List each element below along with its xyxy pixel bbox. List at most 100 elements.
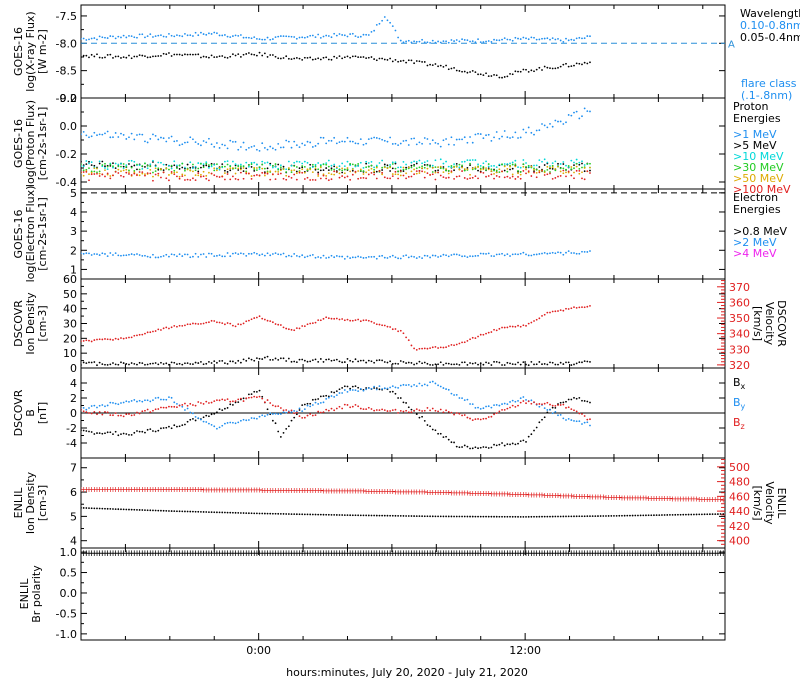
data-point bbox=[365, 514, 368, 517]
data-point bbox=[269, 358, 272, 361]
data-point bbox=[397, 36, 400, 39]
data-point bbox=[229, 255, 232, 258]
data-point: + bbox=[118, 485, 125, 494]
data-point bbox=[469, 71, 471, 73]
data-point bbox=[626, 514, 629, 517]
data-point bbox=[509, 162, 511, 165]
data-point bbox=[101, 413, 104, 416]
data-point bbox=[530, 131, 533, 134]
data-point bbox=[330, 395, 333, 397]
data-point bbox=[338, 141, 341, 144]
data-point: + bbox=[306, 549, 314, 559]
data-point: + bbox=[571, 492, 578, 501]
data-point bbox=[239, 252, 242, 255]
data-point bbox=[168, 425, 170, 428]
data-point: + bbox=[330, 549, 338, 559]
data-point bbox=[511, 363, 514, 365]
data-point bbox=[589, 172, 591, 174]
data-point: + bbox=[278, 486, 285, 495]
data-point bbox=[269, 54, 272, 56]
data-point bbox=[309, 141, 312, 144]
y-tick-label: -7.5 bbox=[56, 10, 77, 23]
data-point bbox=[133, 164, 136, 167]
data-point bbox=[162, 398, 165, 401]
data-point bbox=[82, 174, 85, 177]
data-point bbox=[197, 510, 200, 513]
data-point bbox=[349, 140, 352, 143]
data-point bbox=[141, 171, 144, 174]
data-point bbox=[383, 176, 386, 179]
data-point bbox=[298, 407, 301, 410]
data-point bbox=[192, 404, 194, 406]
data-point bbox=[450, 515, 453, 518]
data-point bbox=[120, 414, 122, 417]
data-point bbox=[511, 175, 514, 178]
data-point bbox=[109, 252, 112, 254]
data-point bbox=[253, 317, 256, 319]
data-point bbox=[341, 514, 344, 516]
data-point bbox=[445, 388, 447, 390]
data-point bbox=[322, 401, 325, 404]
data-point bbox=[274, 412, 277, 415]
data-point bbox=[277, 323, 280, 326]
data-point bbox=[253, 512, 256, 515]
y2-label-line: [km/s] bbox=[751, 485, 764, 520]
data-point bbox=[450, 254, 453, 256]
data-point bbox=[354, 170, 357, 173]
data-point: + bbox=[440, 549, 448, 559]
data-point: + bbox=[83, 485, 90, 494]
data-point bbox=[319, 401, 322, 404]
data-point bbox=[399, 514, 402, 517]
data-point bbox=[581, 306, 583, 309]
data-point bbox=[112, 254, 114, 256]
data-point: + bbox=[224, 485, 231, 494]
data-point bbox=[391, 409, 394, 411]
y2-tick-label: 330 bbox=[729, 343, 750, 356]
data-point bbox=[194, 404, 197, 407]
data-point bbox=[322, 395, 325, 398]
data-point bbox=[125, 171, 128, 174]
y-tick-label: -0.4 bbox=[56, 176, 77, 189]
data-point bbox=[487, 252, 490, 255]
data-point bbox=[90, 361, 93, 364]
data-point bbox=[245, 53, 248, 55]
data-point: + bbox=[637, 549, 645, 559]
data-point: + bbox=[711, 549, 719, 559]
data-point bbox=[279, 166, 282, 169]
data-point bbox=[530, 165, 533, 168]
data-point bbox=[437, 410, 439, 413]
data-point bbox=[325, 56, 328, 59]
legend-title: Wavelength bbox=[740, 7, 800, 20]
data-point: + bbox=[714, 549, 722, 559]
data-point bbox=[434, 178, 437, 181]
data-point bbox=[615, 514, 618, 517]
data-point bbox=[213, 255, 216, 258]
data-point bbox=[543, 171, 546, 174]
data-point bbox=[303, 144, 306, 147]
data-point bbox=[671, 513, 674, 516]
data-point bbox=[490, 165, 493, 167]
data-point bbox=[112, 414, 114, 417]
series--30-mev bbox=[81, 162, 591, 174]
data-point bbox=[461, 255, 463, 258]
data-point bbox=[301, 416, 304, 419]
data-point bbox=[149, 509, 152, 512]
data-point bbox=[125, 36, 128, 39]
data-point bbox=[250, 175, 253, 177]
data-point bbox=[208, 402, 210, 404]
data-point bbox=[517, 442, 519, 445]
data-point bbox=[397, 397, 400, 399]
data-point bbox=[559, 401, 562, 404]
data-point bbox=[434, 159, 437, 162]
data-point bbox=[402, 41, 405, 44]
data-point bbox=[477, 254, 479, 257]
data-point bbox=[173, 35, 176, 38]
data-point bbox=[458, 138, 461, 141]
data-point bbox=[455, 343, 458, 346]
data-point: + bbox=[322, 549, 330, 559]
data-point bbox=[493, 169, 495, 172]
data-point bbox=[133, 362, 136, 365]
data-point bbox=[210, 33, 213, 35]
panel-dscovr_density: 0102030405060320330340350360370DSCOVRVel… bbox=[12, 273, 788, 375]
data-point bbox=[357, 318, 360, 321]
